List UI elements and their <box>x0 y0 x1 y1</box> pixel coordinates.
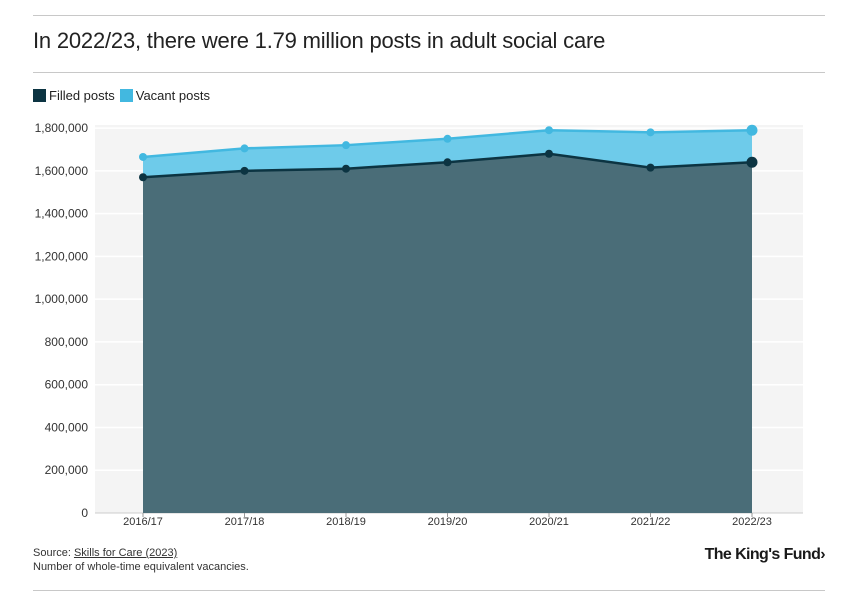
x-tick-label: 2021/22 <box>631 516 671 528</box>
y-tick-label: 800,000 <box>45 335 89 349</box>
x-tick-label: 2018/19 <box>326 516 366 528</box>
filled-point[interactable] <box>342 164 350 173</box>
x-tick-label: 2019/20 <box>428 516 468 528</box>
bottom-rule <box>33 590 825 591</box>
footnote: Number of whole-time equivalent vacancie… <box>33 561 249 573</box>
vacant-point[interactable] <box>545 126 553 135</box>
y-tick-label: 400,000 <box>45 420 89 434</box>
kings-fund-logo: The King's Fund› <box>704 546 826 563</box>
vacant-point[interactable] <box>746 124 758 136</box>
vacant-point[interactable] <box>342 141 350 150</box>
vacant-point[interactable] <box>443 134 452 143</box>
x-tick-label: 2020/21 <box>529 516 569 528</box>
vacant-point[interactable] <box>139 152 147 161</box>
legend-label-vacant: Vacant posts <box>135 88 210 103</box>
y-tick-label: 200,000 <box>45 463 89 477</box>
chart-footer: Source: Skills for Care (2023) Number of… <box>33 546 249 574</box>
legend-item-filled[interactable]: Filled posts <box>33 88 115 103</box>
y-tick-label: 1,200,000 <box>35 249 89 263</box>
legend-swatch-filled <box>33 89 46 102</box>
y-tick-label: 1,400,000 <box>35 207 89 221</box>
source-line: Source: Skills for Care (2023) <box>33 546 249 560</box>
filled-point[interactable] <box>646 163 655 172</box>
filled-point[interactable] <box>746 156 758 168</box>
y-tick-label: 1,600,000 <box>35 164 89 178</box>
y-tick-label: 1,000,000 <box>35 292 89 306</box>
filled-point[interactable] <box>139 173 147 182</box>
filled-area <box>143 153 752 514</box>
y-tick-label: 600,000 <box>45 378 89 392</box>
title-rule <box>33 72 825 73</box>
filled-point[interactable] <box>545 149 553 158</box>
x-tick-label: 2016/17 <box>123 516 163 528</box>
legend-item-vacant[interactable]: Vacant posts <box>119 88 210 103</box>
filled-point[interactable] <box>443 158 452 167</box>
vacant-point[interactable] <box>646 128 655 137</box>
y-tick-label: 0 <box>81 506 88 520</box>
legend-label-filled: Filled posts <box>49 88 115 103</box>
vacant-area <box>143 130 752 178</box>
source-link[interactable]: Skills for Care (2023) <box>73 547 178 559</box>
chart-title: In 2022/23, there were 1.79 million post… <box>33 28 606 53</box>
source-prefix: Source: <box>33 547 74 559</box>
x-tick-label: 2017/18 <box>225 516 265 528</box>
legend: Filled posts Vacant posts <box>33 88 215 103</box>
legend-swatch-vacant <box>119 89 133 102</box>
vacant-point[interactable] <box>240 144 249 153</box>
filled-point[interactable] <box>240 166 249 175</box>
top-rule <box>33 15 825 16</box>
x-tick-label: 2022/23 <box>732 516 772 528</box>
y-tick-label: 1,800,000 <box>35 121 89 135</box>
